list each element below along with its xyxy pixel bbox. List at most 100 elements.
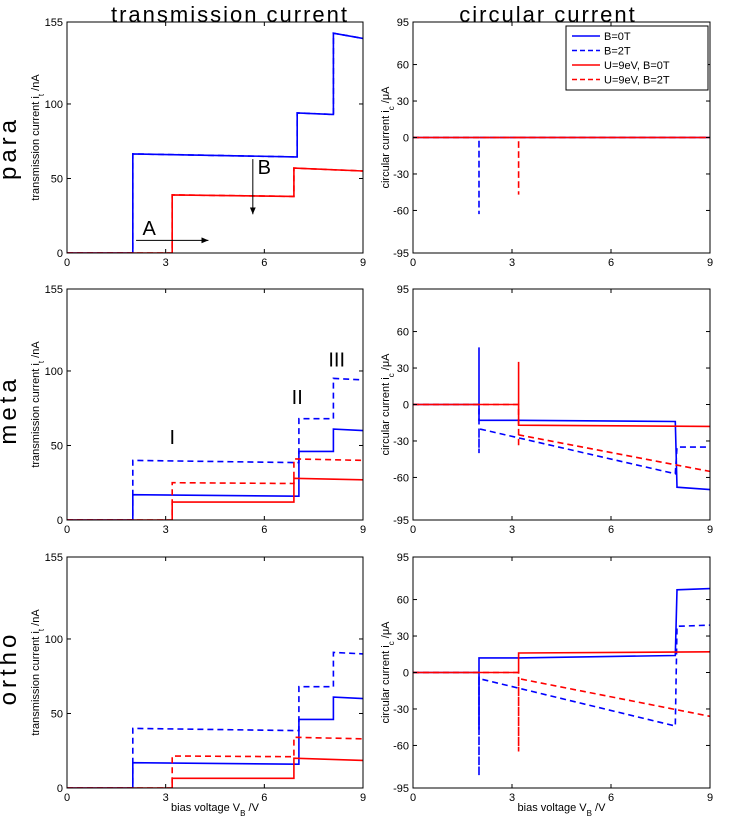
para-transmission-series-bsolid — [67, 32, 363, 253]
x-tick-label: 0 — [410, 524, 416, 536]
x-tick-label: 3 — [509, 524, 515, 536]
y-tick-label: -30 — [393, 704, 409, 716]
y-tick-label: 30 — [397, 96, 409, 108]
meta-circular-series-bdashed — [413, 403, 710, 475]
para-transmission-axes-box — [66, 21, 364, 254]
y-tick-label: 0 — [403, 668, 409, 680]
y-tick-label: -60 — [393, 472, 409, 484]
y-tick-label: 95 — [397, 284, 409, 296]
x-tick-label: 0 — [410, 257, 416, 269]
x-tick-label: 9 — [707, 792, 713, 804]
ortho-transmission-series-rsolid — [67, 757, 363, 788]
legend-label: U=9eV, B=0T — [604, 60, 670, 72]
annotation-B: B — [258, 157, 271, 179]
meta-circular-ylabel: circular current ic /μA — [380, 353, 396, 456]
y-tick-label: 60 — [397, 327, 409, 339]
meta-transmission-series-bsolid — [67, 428, 363, 520]
meta-transmission-series-bdashed — [67, 377, 363, 520]
x-tick-label: 6 — [608, 524, 614, 536]
x-tick-label: 0 — [64, 257, 70, 269]
para-circular-series-bdashed — [413, 136, 710, 215]
ortho-transmission-series-bsolid — [67, 696, 363, 788]
column-title-transmission: transmission current — [111, 2, 349, 27]
x-tick-label: 3 — [509, 257, 515, 269]
column-title-circular: circular current — [459, 2, 636, 27]
annotation-I: I — [169, 427, 175, 449]
x-tick-label: 9 — [707, 524, 713, 536]
legend-label: U=9eV, B=2T — [604, 75, 670, 87]
row-title-meta: meta — [0, 375, 22, 444]
para-transmission-panel: 0 3 6 9 0 50 100 155 transmission current it /nA… — [30, 17, 366, 269]
legend: B=0T B=2T U=9eV, B=0T U=9eV, B=2T — [565, 25, 709, 91]
y-tick-label: 100 — [45, 366, 63, 378]
y-tick-label: 155 — [45, 17, 63, 29]
x-tick-label: 0 — [64, 524, 70, 536]
x-tick-label: 9 — [360, 257, 366, 269]
ortho-transmission-panel: 0 3 6 9 0 50 100 155 transmission current it /nA… — [30, 552, 366, 818]
y-tick-label: -30 — [393, 169, 409, 181]
para-circular-series-rdashed — [413, 136, 710, 195]
annotation-III: III — [328, 349, 345, 371]
y-tick-label: 0 — [403, 133, 409, 145]
meta-circular-series-rdashed — [413, 403, 710, 473]
y-tick-label: -30 — [393, 436, 409, 448]
y-tick-label: 30 — [397, 363, 409, 375]
xlabel: bias voltage VB /V — [518, 802, 607, 818]
annotation-A: A — [143, 218, 157, 240]
ortho-circular-ylabel: circular current ic /μA — [380, 621, 396, 724]
ortho-circular-series-bsolid — [413, 587, 710, 730]
ortho-transmission-ylabel: transmission current it /nA — [30, 609, 46, 736]
x-tick-label: 3 — [509, 792, 515, 804]
y-tick-label: 50 — [51, 440, 63, 452]
y-tick-label: 60 — [397, 60, 409, 72]
y-tick-label: -95 — [393, 248, 409, 260]
ortho-transmission-series-rdashed — [67, 736, 363, 788]
annotation-II: II — [292, 387, 303, 409]
meta-circular-series-bsolid — [413, 347, 710, 491]
ortho-transmission-axes-box — [66, 556, 364, 789]
ortho-transmission-series-bdashed — [67, 651, 363, 788]
y-tick-label: -95 — [393, 515, 409, 527]
row-title-para: para — [0, 116, 22, 180]
xlabel: bias voltage VB /V — [171, 802, 260, 818]
y-tick-label: 100 — [45, 634, 63, 646]
y-tick-label: 95 — [397, 552, 409, 564]
legend-label: B=2T — [604, 46, 631, 58]
x-tick-label: 9 — [360, 792, 366, 804]
meta-transmission-axes-box — [66, 288, 364, 521]
y-tick-label: -60 — [393, 205, 409, 217]
meta-transmission-series-rsolid — [67, 477, 363, 520]
x-tick-label: 6 — [261, 792, 267, 804]
meta-transmission-ylabel: transmission current it /nA — [30, 341, 46, 468]
meta-circular-panel: 0 3 6 9 -95 -60 -30 0 30 60 95 circular current ic … — [380, 284, 713, 536]
x-tick-label: 6 — [608, 792, 614, 804]
x-tick-label: 6 — [261, 524, 267, 536]
y-tick-label: 50 — [51, 708, 63, 720]
para-transmission-series-bdashed — [67, 32, 363, 253]
y-tick-label: -60 — [393, 740, 409, 752]
y-tick-label: -95 — [393, 783, 409, 795]
row-title-ortho: ortho — [0, 631, 22, 706]
x-tick-label: 6 — [261, 257, 267, 269]
meta-transmission-series-rdashed — [67, 458, 363, 520]
y-tick-label: 0 — [57, 515, 63, 527]
y-tick-label: 95 — [397, 17, 409, 29]
para-transmission-series-rsolid — [67, 167, 363, 253]
y-tick-label: 30 — [397, 631, 409, 643]
y-tick-label: 60 — [397, 595, 409, 607]
x-tick-label: 0 — [64, 792, 70, 804]
meta-circular-series-rsolid — [413, 361, 710, 428]
y-tick-label: 155 — [45, 552, 63, 564]
ortho-circular-series-rdashed — [413, 671, 710, 752]
x-tick-label: 3 — [163, 792, 169, 804]
y-tick-label: 50 — [51, 173, 63, 185]
x-tick-label: 3 — [163, 257, 169, 269]
meta-transmission-panel: 0 3 6 9 0 50 100 155 transmission current it /nA… — [30, 284, 366, 536]
x-tick-label: 9 — [707, 257, 713, 269]
y-tick-label: 155 — [45, 284, 63, 296]
ortho-circular-series-bdashed — [413, 624, 710, 776]
y-tick-label: 0 — [57, 783, 63, 795]
x-tick-label: 6 — [608, 257, 614, 269]
para-circular-panel: 0 3 6 9 -95 -60 -30 0 30 60 95 circular current ic … — [380, 17, 713, 269]
